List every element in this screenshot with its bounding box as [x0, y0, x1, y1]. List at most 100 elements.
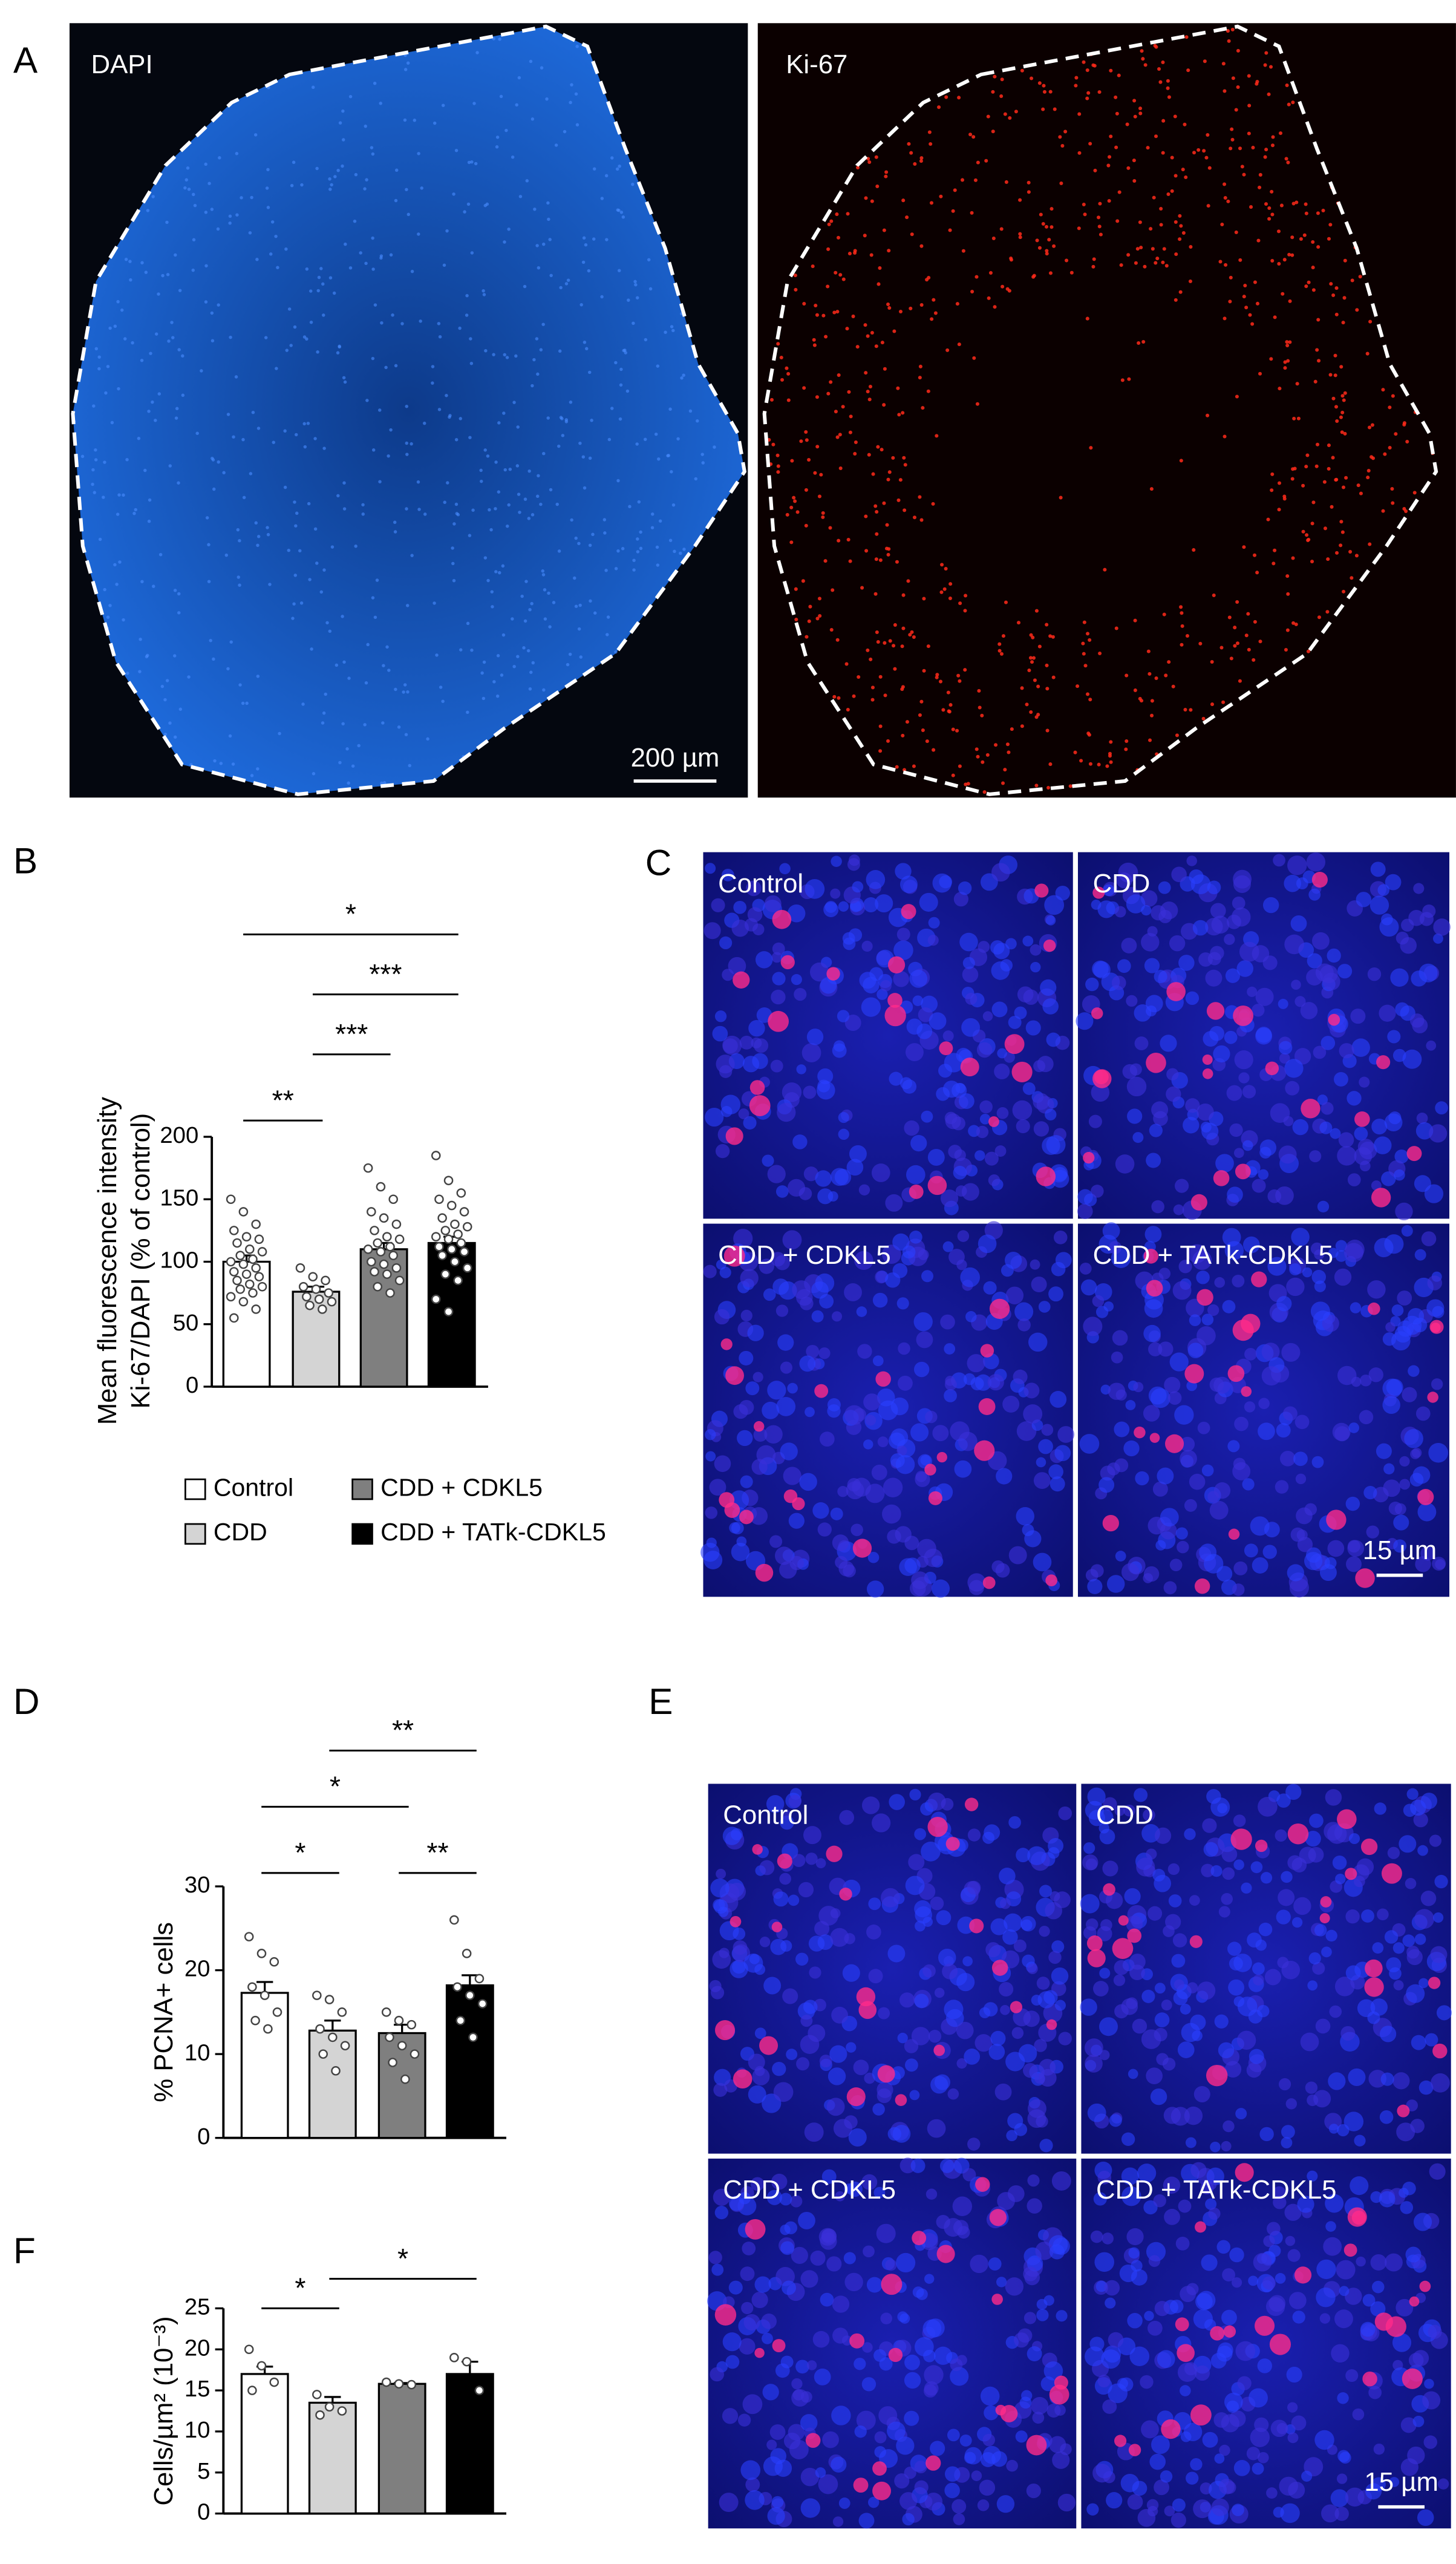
- ki67-cell: [835, 638, 840, 642]
- nucleus: [1157, 1467, 1174, 1485]
- ki67-cell: [834, 410, 838, 414]
- nucleus: [811, 1310, 824, 1323]
- nucleus: [890, 1453, 905, 1468]
- nucleus: [750, 2177, 765, 2191]
- ki67-cell: [1051, 635, 1055, 639]
- nucleus: [819, 1431, 835, 1447]
- ki67-cell: [997, 642, 1002, 646]
- nucleus: [873, 2186, 886, 2199]
- nucleus: [994, 2083, 1012, 2101]
- nucleus: [1347, 1091, 1362, 1106]
- y-axis-label: Cells/µm² (10⁻³): [149, 2316, 178, 2505]
- nucleus: [459, 648, 463, 652]
- ki67-cell: [1174, 252, 1178, 257]
- ki67-cell: [1159, 223, 1163, 227]
- stained-cell: [924, 1464, 936, 1476]
- nucleus: [815, 1170, 832, 1187]
- nucleus: [1347, 1173, 1361, 1186]
- nucleus: [1213, 1482, 1231, 1499]
- nucleus: [1124, 1888, 1141, 1905]
- stained-cell: [1190, 2404, 1212, 2426]
- stained-cell: [725, 1366, 744, 1385]
- nucleus: [740, 2460, 761, 2481]
- ki67-cell: [1162, 612, 1166, 616]
- ki67-cell: [1381, 388, 1385, 392]
- nucleus: [157, 292, 160, 296]
- ki67-cell: [1288, 299, 1292, 303]
- ki67-cell: [1058, 135, 1062, 139]
- nucleus: [844, 1015, 861, 1031]
- stained-cell: [1149, 1433, 1160, 1443]
- nucleus: [1287, 2402, 1298, 2413]
- ki67-cell: [1277, 262, 1281, 266]
- nucleus: [962, 957, 975, 969]
- ki67-cell: [1132, 159, 1136, 163]
- nucleus: [1080, 1894, 1100, 1914]
- nucleus: [1080, 1279, 1097, 1296]
- ki67-cell: [947, 709, 951, 713]
- stained-cell: [805, 2433, 821, 2448]
- nucleus: [1392, 2333, 1412, 2352]
- nucleus: [161, 273, 165, 278]
- nucleus: [862, 2342, 873, 2353]
- nucleus: [574, 604, 578, 608]
- nucleus: [1233, 1859, 1244, 1870]
- nucleus: [405, 441, 408, 445]
- ki67-cell: [849, 414, 853, 419]
- ki67-cell: [1219, 646, 1224, 650]
- nucleus: [826, 2256, 842, 2272]
- ki67-cell: [1008, 116, 1012, 120]
- nucleus: [530, 117, 535, 121]
- nucleus: [1237, 2376, 1252, 2390]
- ki67-cell: [1079, 759, 1083, 763]
- nucleus: [1160, 2470, 1173, 2483]
- nucleus: [276, 266, 279, 269]
- ki67-cell: [1240, 165, 1244, 169]
- nucleus: [1108, 1382, 1126, 1400]
- nucleus: [330, 183, 333, 187]
- nucleus: [1121, 1563, 1140, 1581]
- nucleus: [741, 2301, 754, 2315]
- nucleus: [382, 781, 387, 785]
- nucleus: [719, 2493, 739, 2513]
- nucleus: [144, 270, 148, 274]
- data-point: [446, 1244, 457, 1254]
- nucleus: [1207, 880, 1221, 895]
- data-point: [251, 1304, 261, 1314]
- nucleus: [1370, 2254, 1387, 2271]
- nucleus: [1291, 2415, 1307, 2431]
- nucleus: [790, 2195, 803, 2208]
- nucleus: [1235, 2108, 1247, 2120]
- ki67-cell: [1087, 733, 1091, 737]
- nucleus: [218, 156, 221, 160]
- nucleus: [787, 1382, 798, 1394]
- nucleus: [865, 1483, 885, 1503]
- nucleus: [126, 672, 129, 675]
- significance-label: *: [330, 1771, 341, 1802]
- data-point: [340, 2041, 350, 2051]
- nucleus: [526, 649, 530, 653]
- ki67-cell: [808, 604, 812, 609]
- nucleus: [1154, 970, 1167, 984]
- nucleus: [713, 445, 716, 449]
- nucleus: [942, 1030, 954, 1042]
- nucleus: [166, 273, 170, 276]
- nucleus: [711, 2263, 724, 2276]
- ki67-cell: [870, 698, 875, 702]
- ki67-cell: [939, 590, 944, 594]
- nucleus: [780, 2355, 794, 2369]
- data-point: [468, 2032, 478, 2042]
- nucleus: [1319, 1564, 1337, 1581]
- nucleus: [1155, 1540, 1166, 1551]
- ki67-cell: [1020, 68, 1024, 73]
- nucleus: [140, 358, 144, 362]
- nucleus: [1266, 2487, 1278, 2499]
- nucleus: [1088, 1114, 1102, 1128]
- nucleus: [333, 175, 337, 178]
- ki67-cell: [1249, 205, 1253, 209]
- nucleus: [1400, 918, 1414, 932]
- data-point: [406, 2019, 417, 2030]
- nucleus: [1262, 2276, 1276, 2290]
- ki67-cell: [1235, 394, 1239, 399]
- nucleus: [382, 664, 385, 667]
